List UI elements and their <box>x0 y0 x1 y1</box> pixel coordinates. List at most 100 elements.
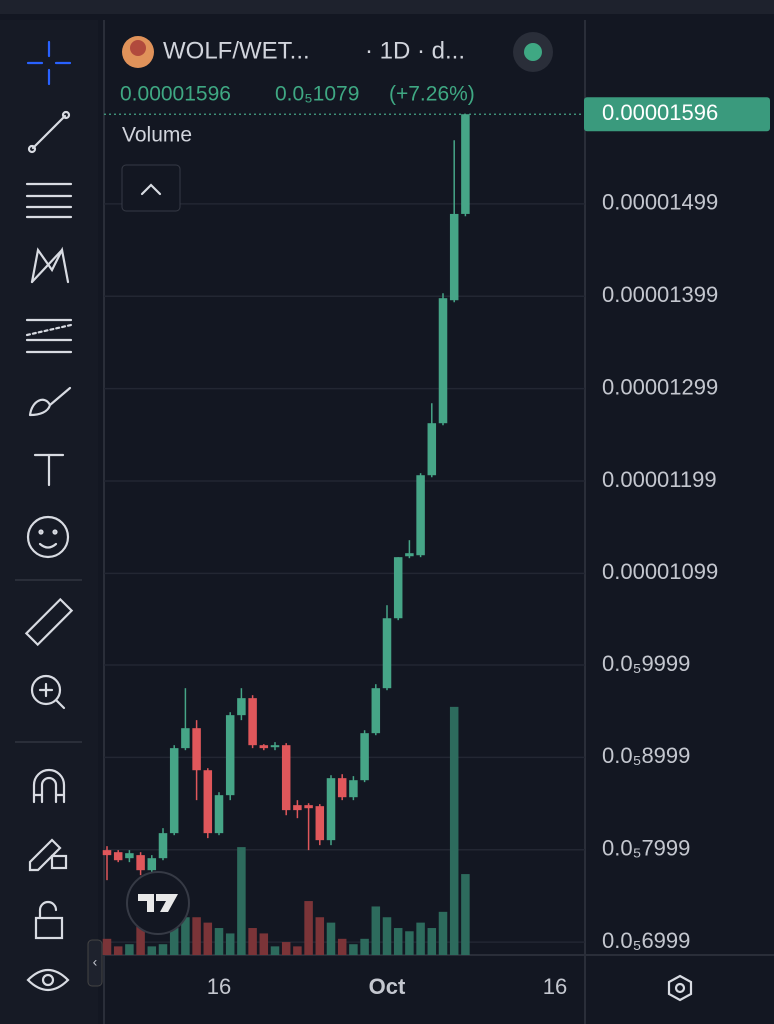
status-dot <box>524 43 542 61</box>
volume-bar <box>281 942 291 955</box>
candle-body <box>326 778 336 841</box>
price-badge <box>584 97 770 132</box>
chevron[interactable] <box>140 183 162 196</box>
candle-body <box>181 728 190 749</box>
volume-bar <box>326 922 336 955</box>
volume-bar <box>349 944 358 955</box>
candle-body <box>449 213 459 301</box>
candle-body <box>270 745 280 748</box>
y-tick-label: 0.0₅6999 <box>602 928 690 953</box>
volume-bar <box>371 906 381 955</box>
candle-body <box>281 745 291 811</box>
volume-bar <box>337 938 347 955</box>
y-tick-label: 0.0₅7999 <box>602 836 690 861</box>
volume-bar <box>360 938 369 955</box>
volume-bar <box>293 946 302 955</box>
candle-body <box>192 728 201 771</box>
logo[interactable] <box>126 871 190 935</box>
volume-bar <box>416 922 425 955</box>
candle-body <box>147 858 157 871</box>
y-tick-label: 0.00001399 <box>602 282 718 307</box>
volume-bar <box>270 946 280 955</box>
candle-body <box>158 833 168 859</box>
logo-mark[interactable] <box>138 894 178 912</box>
x-tick-label: 16 <box>207 974 231 999</box>
volume-bar <box>225 933 235 955</box>
volume-bar <box>192 917 201 955</box>
plot <box>102 113 585 955</box>
candle-body <box>214 795 224 834</box>
volume-bar <box>147 946 157 955</box>
settings-icon[interactable] <box>667 974 693 1002</box>
symbol-avatar-face <box>130 40 146 56</box>
candle-body <box>349 780 358 798</box>
header-price: 0.00001596 <box>120 83 231 106</box>
header-change-pct: (+7.26%) <box>389 83 475 106</box>
toolbar <box>0 20 98 1024</box>
y-tick-label: 0.0₅9999 <box>602 651 690 676</box>
top-bar <box>0 0 774 14</box>
volume-bar <box>181 917 190 955</box>
candle-body <box>293 805 302 811</box>
candle-body <box>382 618 392 689</box>
volume-bar <box>248 928 257 955</box>
volume-bar <box>304 901 313 955</box>
volume-bar <box>315 917 325 955</box>
candle-body <box>248 698 257 746</box>
volume-bar <box>136 917 145 955</box>
candle-body <box>259 745 269 749</box>
volume-bar <box>237 847 246 955</box>
candle-body <box>169 748 179 834</box>
header-change: 0.0₅1079 <box>275 83 359 106</box>
interval[interactable]: · 1D · d... <box>365 37 465 64</box>
collapse-button[interactable] <box>121 164 181 212</box>
volume-bar <box>214 928 224 955</box>
candle-body <box>371 688 381 734</box>
candle-body <box>461 114 470 214</box>
candle-body <box>438 298 448 424</box>
candle-body <box>315 806 325 841</box>
candle-body <box>416 475 425 556</box>
volume-bar <box>427 928 437 955</box>
x-tick-label: 16 <box>543 974 567 999</box>
x-tick-label: Oct <box>369 974 406 999</box>
price-badge-label: 0.00001596 <box>602 100 718 125</box>
volume-bar <box>438 911 448 955</box>
volume-bar <box>102 938 112 955</box>
candle-body <box>225 715 235 796</box>
candle-body <box>125 853 134 859</box>
candle-body <box>237 698 246 716</box>
candle-body <box>203 770 213 834</box>
volume-bar <box>259 933 269 955</box>
candle-body <box>405 553 414 557</box>
candle-body <box>427 423 437 476</box>
volume-bar <box>169 928 179 955</box>
volume-bar <box>113 946 123 955</box>
volume-bar <box>461 874 470 955</box>
volume-bar <box>393 928 403 955</box>
y-tick-label: 0.0₅8999 <box>602 743 690 768</box>
candle-body <box>102 850 112 856</box>
collapse-arrow[interactable]: ‹ <box>93 954 98 970</box>
y-tick-label: 0.00001499 <box>602 190 718 215</box>
volume-label: Volume <box>122 124 192 147</box>
candle-body <box>113 852 123 861</box>
volume-bar <box>382 917 392 955</box>
symbol[interactable]: WOLF/WET... <box>163 37 310 64</box>
volume-bar <box>449 706 459 955</box>
y-tick-label: 0.00001199 <box>602 467 717 492</box>
candle-body <box>393 557 403 619</box>
toolbar-icons[interactable] <box>15 40 82 992</box>
candle-body <box>360 733 369 781</box>
candle-body <box>304 805 313 809</box>
y-tick-label: 0.00001299 <box>602 374 718 399</box>
volume-bar <box>125 944 134 955</box>
collapse-tab[interactable] <box>87 939 103 987</box>
candle-body <box>136 855 145 871</box>
y-tick-label: 0.00001099 <box>602 559 718 584</box>
candle-body <box>337 778 347 798</box>
volume-bar <box>405 931 414 955</box>
